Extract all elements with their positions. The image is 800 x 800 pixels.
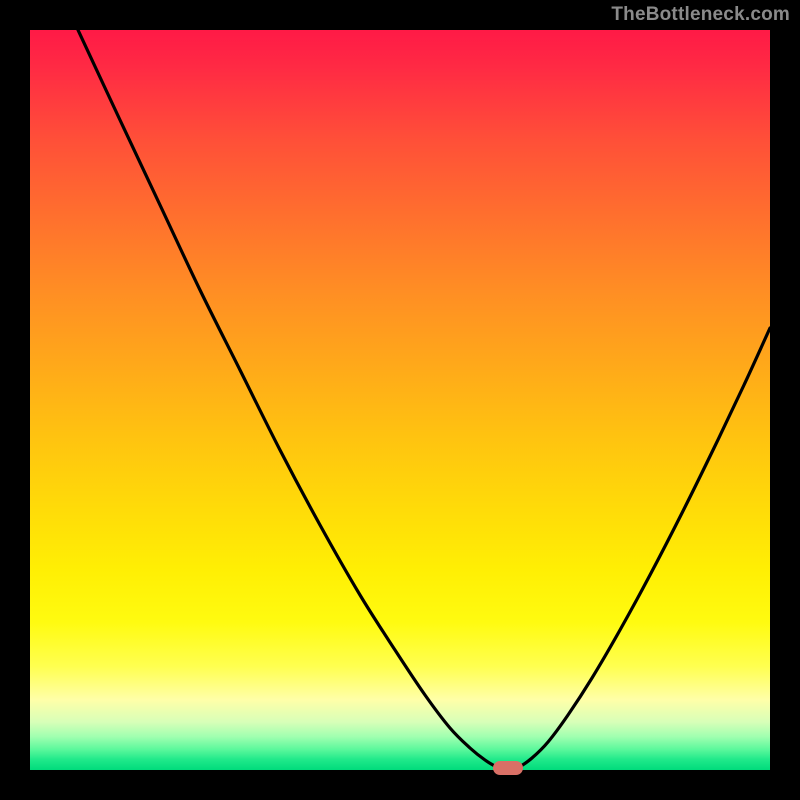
minimum-marker <box>493 761 523 775</box>
watermark-text: TheBottleneck.com <box>611 4 790 26</box>
chart-stage: TheBottleneck.com <box>0 0 800 800</box>
bottleneck-curve <box>78 30 770 770</box>
plot-area <box>30 30 770 770</box>
curve-layer <box>30 30 770 770</box>
